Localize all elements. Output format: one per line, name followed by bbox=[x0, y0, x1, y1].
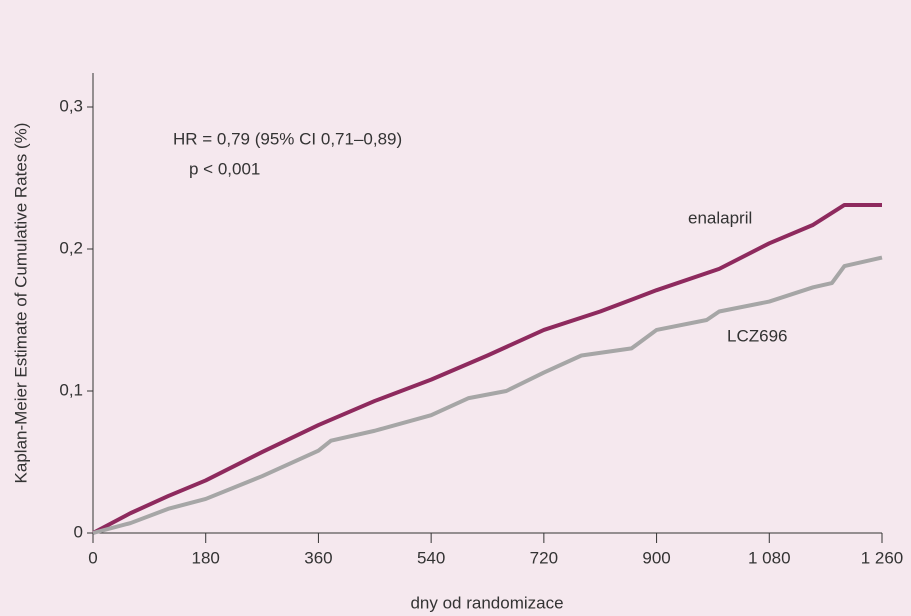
series-label: LCZ696 bbox=[727, 326, 787, 345]
series-line bbox=[92, 202, 882, 535]
y-tick-label: 0,2 bbox=[59, 238, 83, 257]
x-axis-title: dny od randomizace bbox=[410, 593, 563, 612]
y-tick-label: 0,1 bbox=[59, 380, 83, 399]
series-line bbox=[92, 255, 883, 535]
annotation: HR = 0,79 (95% CI 0,71–0,89) bbox=[173, 129, 402, 148]
x-tick-label: 1 080 bbox=[748, 548, 791, 567]
series-label: enalapril bbox=[688, 208, 752, 227]
x-tick-label: 720 bbox=[530, 548, 558, 567]
y-tick-label: 0,3 bbox=[59, 96, 83, 115]
x-tick-label: 900 bbox=[642, 548, 670, 567]
x-tick-label: 1 260 bbox=[861, 548, 904, 567]
x-tick-label: 0 bbox=[88, 548, 97, 567]
y-tick-label: 0 bbox=[74, 522, 83, 541]
x-tick-label: 540 bbox=[417, 548, 445, 567]
annotation: p < 0,001 bbox=[189, 159, 260, 178]
x-tick-label: 180 bbox=[192, 548, 220, 567]
y-axis-title: Kaplan-Meier Estimate of Cumulative Rate… bbox=[11, 123, 30, 484]
x-tick-label: 360 bbox=[304, 548, 332, 567]
